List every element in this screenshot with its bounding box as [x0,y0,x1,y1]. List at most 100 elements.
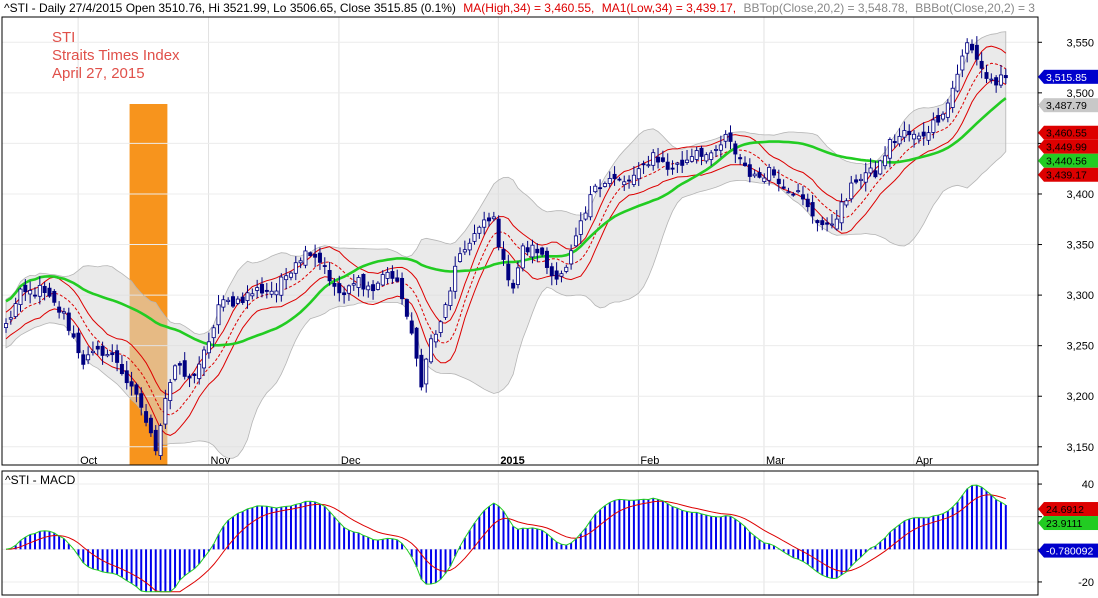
candle-body-87 [424,358,429,385]
candle-body-32 [158,425,163,456]
candle-body-118 [573,235,578,247]
candle-body-159 [771,169,776,176]
candle-body-149 [723,133,728,142]
price-label-bg-1 [1044,98,1098,113]
candle-body-203 [984,72,989,79]
candle-body-141 [685,159,690,163]
candle-body-168 [815,220,820,224]
candle-body-140 [680,159,685,166]
candle-body-122 [593,185,598,193]
candle-body-5 [28,290,33,295]
candle-body-53 [259,283,264,294]
candle-body-61 [298,260,303,264]
candle-body-18 [90,350,95,354]
candle-body-65 [317,252,322,263]
macd-title: ^STI - MACD [5,473,76,487]
candle-body-200 [970,43,975,51]
candle-body-131 [636,168,641,180]
candle-body-176 [854,179,859,183]
candle-body-93 [453,265,458,292]
candle-body-89 [433,333,438,343]
candle-body-43 [211,327,216,339]
candle-body-1 [8,317,13,320]
candle-body-74 [361,273,366,290]
bollinger-band-area [5,31,1007,459]
price-tick-label-8: 3,550 [1066,37,1094,49]
candle-body-112 [544,250,549,268]
price-label-pointer-1 [1038,98,1044,113]
x-tick-label-5: Mar [766,455,785,467]
candle-body-67 [327,269,332,282]
candle-body-45 [221,299,226,308]
candle-body-196 [950,87,955,108]
candle-body-170 [825,222,830,225]
candle-body-31 [153,429,158,452]
price-label-text-4: 3,440.56 [1046,156,1087,168]
price-label-text-3: 3,449.99 [1046,142,1087,154]
candle-body-153 [742,162,747,166]
candle-body-66 [322,265,327,267]
candle-body-125 [607,178,612,184]
candle-body-40 [197,363,202,379]
candle-body-30 [148,417,153,434]
candle-body-72 [351,283,356,286]
x-tick-label-6: Apr [916,455,933,467]
candle-body-73 [356,277,361,288]
macd-label-bg-0 [1044,502,1098,517]
candle-body-126 [612,173,617,180]
candle-body-64 [313,253,318,258]
header-ma-high: MA(High,34) = 3,460.55, [463,1,594,15]
candle-body-85 [414,327,419,359]
candle-body-109 [530,244,535,258]
candle-body-35 [173,365,178,380]
candle-body-12 [61,311,66,314]
candle-body-174 [844,200,849,206]
price-label-pointer-3 [1038,139,1044,154]
x-tick-label-0: Oct [80,455,97,467]
annotation-line-3: April 27, 2015 [52,65,145,82]
price-label-bg-0 [1044,69,1098,84]
price-label-text-2: 3,460.55 [1046,128,1087,140]
candle-body-34 [168,382,173,401]
chart-header: ^STI - Daily 27/4/2015 Open 3510.76, Hi … [4,1,1035,15]
macd-tick-label-0: -20 [1078,577,1094,589]
macd-label-bg-2 [1044,543,1098,558]
macd-value-labels: 24.6912 23.9111 -0.780092 [1038,502,1098,558]
candle-body-47 [231,296,236,307]
candle-body-167 [810,202,815,217]
candle-body-108 [525,247,530,253]
candle-body-22 [110,352,115,356]
candle-body-132 [641,163,646,166]
candle-body-81 [395,277,400,282]
price-label-bg-4 [1044,153,1098,168]
candle-body-68 [332,282,337,287]
candle-body-79 [385,271,390,279]
candle-body-177 [858,178,863,181]
candle-body-23 [115,350,120,363]
candle-body-138 [670,167,675,170]
candle-body-120 [583,212,588,220]
candle-body-181 [878,160,883,175]
candle-body-164 [796,190,801,193]
candle-body-3 [18,288,23,306]
candle-body-58 [284,275,289,281]
candle-body-0 [4,323,9,329]
candle-body-80 [390,271,395,279]
annotation-line-1: STI [52,29,75,46]
candle-body-10 [52,290,57,303]
candle-body-130 [631,174,636,185]
candle-body-17 [86,354,91,361]
macd-label-text-1: 23.9111 [1046,518,1083,530]
candle-body-27 [134,384,139,395]
candle-body-84 [409,320,414,334]
candle-body-82 [400,277,405,300]
candle-body-8 [42,286,47,293]
candle-body-115 [559,273,564,277]
candle-body-160 [776,178,781,185]
price-label-pointer-2 [1038,125,1044,140]
candle-body-121 [588,194,593,218]
candle-body-158 [767,166,772,181]
candle-body-36 [177,363,182,366]
ma-high-line [5,45,1007,396]
macd-label-bg-1 [1044,516,1098,531]
